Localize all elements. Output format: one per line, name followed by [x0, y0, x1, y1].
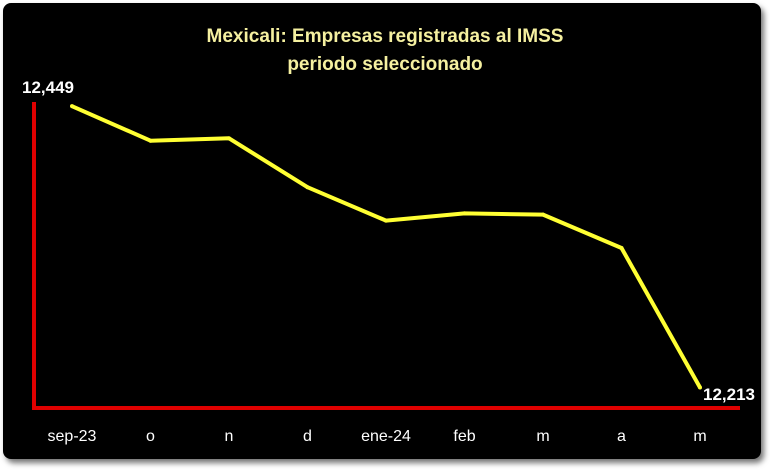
x-tick-label: a	[617, 428, 626, 445]
data-point	[70, 104, 74, 109]
x-tick-label: o	[146, 428, 155, 445]
chart-title: Mexicali: Empresas registradas al IMSS	[207, 26, 564, 47]
x-tick-label: feb	[453, 428, 475, 445]
data-point	[698, 385, 702, 390]
chart-background	[3, 3, 761, 459]
data-point	[541, 212, 545, 217]
x-tick-label: d	[303, 428, 312, 445]
data-point	[227, 136, 231, 141]
data-point	[305, 185, 310, 190]
x-tick-label: m	[536, 428, 549, 445]
x-tick-label: m	[693, 428, 706, 445]
x-tick-label: n	[225, 428, 234, 445]
data-point	[619, 246, 624, 250]
data-point	[384, 218, 388, 223]
data-point	[148, 138, 153, 143]
data-label-last: 12,213	[703, 385, 755, 404]
chart-subtitle: periodo seleccionado	[287, 54, 482, 75]
data-point	[462, 211, 467, 216]
x-tick-label: sep-23	[48, 428, 97, 445]
series-line	[71, 104, 702, 389]
data-label-first: 12,449	[22, 78, 74, 97]
x-tick-label: ene-24	[361, 428, 411, 445]
